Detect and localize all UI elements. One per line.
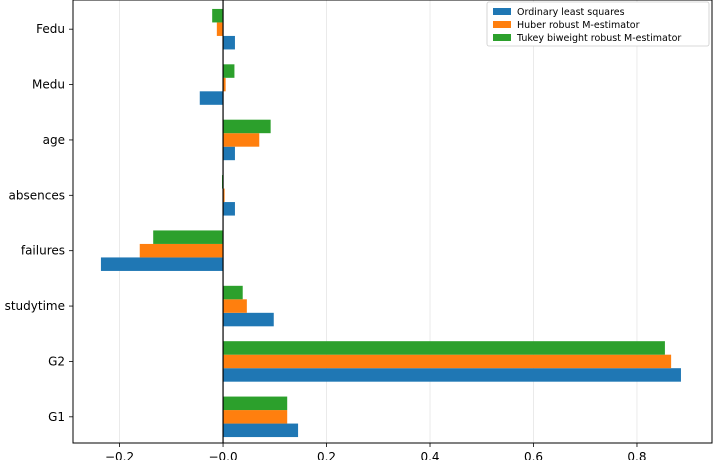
bar-G1-2 (223, 410, 288, 424)
bar-Medu-2 (223, 77, 226, 92)
legend-label: Ordinary least squares (517, 7, 625, 18)
bar-age-1 (223, 146, 235, 161)
x-tick-label: −0.2 (105, 450, 134, 460)
bar-G2-3 (223, 341, 665, 355)
legend: Ordinary least squares Huber robust M-est… (486, 1, 710, 47)
y-tick-label: absences (9, 188, 65, 202)
bar-G2-2 (223, 354, 672, 369)
y-tick-label: Fedu (36, 22, 65, 36)
bar-age-3 (223, 119, 271, 134)
x-tick-label: 0.6 (524, 450, 543, 460)
bar-failures-3 (153, 230, 224, 244)
bar-Fedu-2 (216, 22, 224, 36)
bar-studytime-1 (223, 312, 274, 327)
legend-swatch (493, 8, 511, 15)
legend-label: Huber robust M-estimator (517, 20, 640, 31)
plot-frame (72, 0, 713, 444)
y-axis-ticks: G1 G2 studytime failures absences age Medu Fedu (5, 22, 73, 424)
y-tick-label: failures (21, 244, 65, 258)
bar-G1-1 (223, 423, 299, 438)
bar-G2-1 (223, 368, 681, 382)
bar-studytime-3 (223, 285, 243, 300)
legend-box (486, 1, 710, 47)
x-axis-ticks: −0.2 −0.0 0.2 0.4 0.6 0.8 (105, 443, 647, 460)
bar-Medu-1 (199, 91, 224, 105)
bar-Fedu-3 (212, 8, 224, 23)
y-tick-label: G1 (48, 410, 65, 424)
x-tick-label: 0.8 (627, 450, 646, 460)
x-tick-label: −0.0 (208, 450, 237, 460)
bar-absences-1 (223, 202, 235, 216)
y-tick-label: Medu (32, 78, 65, 92)
y-tick-label: age (43, 133, 65, 147)
axes (72, 0, 713, 444)
y-tick-label: studytime (5, 299, 65, 313)
legend-swatch (493, 21, 511, 28)
x-tick-label: 0.4 (420, 450, 439, 460)
legend-swatch (493, 34, 511, 41)
bar-Fedu-1 (223, 35, 235, 50)
bars (100, 8, 681, 438)
x-tick-label: 0.2 (317, 450, 336, 460)
legend-label: Tukey biweight robust M-estimator (516, 33, 681, 44)
bar-studytime-2 (223, 299, 247, 313)
bar-age-2 (223, 133, 260, 147)
bar-G1-3 (223, 396, 288, 411)
bar-failures-2 (139, 243, 224, 258)
bar-Medu-3 (223, 64, 235, 78)
y-tick-label: G2 (48, 354, 65, 368)
bar-absences-2 (223, 188, 225, 203)
bar-failures-1 (100, 257, 224, 271)
